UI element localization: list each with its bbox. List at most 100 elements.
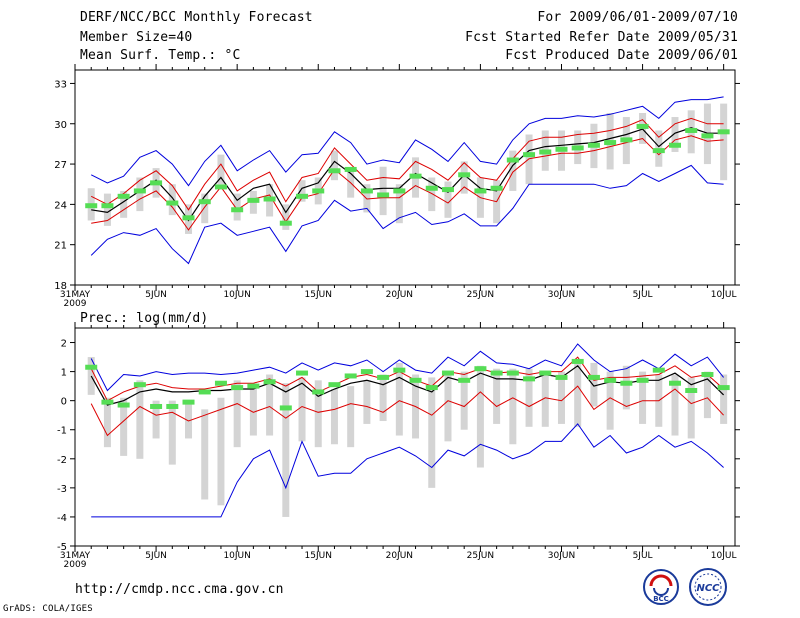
series-upper-bound	[90, 117, 724, 211]
obs-marker	[263, 196, 276, 202]
spread-box	[395, 184, 403, 224]
spread-box	[249, 383, 257, 436]
spread-box	[525, 368, 533, 427]
obs-marker	[328, 382, 341, 388]
spread-box	[428, 177, 436, 212]
obs-marker	[377, 374, 390, 380]
spread-box	[541, 371, 549, 427]
spread-box	[460, 371, 468, 430]
spread-box	[574, 362, 582, 427]
obs-marker	[425, 385, 438, 391]
spread-box	[444, 181, 452, 218]
obs-marker	[296, 370, 309, 376]
forecast-start-date: Fcst Started Refer Date 2009/05/31	[465, 30, 738, 45]
spread-box	[509, 368, 517, 445]
spread-box	[460, 161, 468, 194]
obs-marker	[409, 377, 422, 383]
obs-marker	[393, 188, 406, 194]
obs-marker	[214, 380, 227, 386]
obs-marker	[393, 367, 406, 373]
obs-marker	[312, 389, 325, 395]
x-tick-label: 5JUN	[145, 551, 167, 561]
x-tick-label: 31MAY	[60, 290, 91, 300]
obs-marker	[312, 188, 325, 194]
y-tick-label: 24	[54, 200, 67, 211]
series-lower-bound	[91, 135, 724, 231]
spread-box	[233, 193, 241, 221]
x-tick-label: 10JUL	[711, 551, 737, 561]
x-tick-label: 25JUN	[467, 551, 494, 561]
spread-box	[103, 397, 111, 448]
y-tick-label: -3	[57, 484, 67, 495]
x-tick-label: 15JUN	[305, 551, 332, 561]
obs-marker	[458, 172, 471, 178]
spread-box	[185, 400, 193, 439]
spread-box	[379, 166, 387, 216]
series-ensemble-max	[90, 96, 724, 187]
obs-marker	[523, 152, 536, 158]
series-ensemble-min	[91, 423, 724, 518]
spread-box	[217, 154, 225, 185]
obs-marker	[101, 399, 114, 405]
obs-marker	[604, 140, 617, 146]
x-tick-label: 5JUN	[145, 290, 167, 300]
obs-marker	[198, 389, 211, 395]
spread-box	[428, 377, 436, 488]
spread-box	[590, 362, 598, 407]
spread-box	[330, 389, 338, 445]
grads-credit: GrADS: COLA/IGES	[3, 604, 93, 614]
obs-marker	[571, 358, 584, 364]
obs-marker	[344, 166, 357, 172]
obs-marker	[85, 364, 98, 370]
obs-marker	[198, 199, 211, 205]
obs-marker	[344, 373, 357, 379]
series-ensemble-mean	[91, 127, 724, 222]
temp-panel-title: Mean Surf. Temp.: °C	[80, 48, 241, 63]
spread-box	[152, 400, 160, 439]
spread-box	[363, 380, 371, 424]
obs-marker	[117, 402, 130, 408]
obs-marker	[425, 185, 438, 191]
obs-marker	[701, 372, 714, 378]
x-tick-label: 5JUL	[633, 551, 653, 561]
obs-marker	[296, 193, 309, 199]
obs-marker	[458, 377, 471, 383]
obs-marker	[377, 192, 390, 198]
x-tick-label: 31MAY	[60, 551, 91, 561]
obs-marker	[441, 370, 454, 376]
obs-marker	[620, 380, 633, 386]
spread-box	[282, 204, 290, 230]
series-ensemble-mean	[90, 364, 725, 406]
obs-marker	[101, 203, 114, 209]
obs-marker	[555, 146, 568, 152]
spread-box	[120, 397, 128, 456]
obs-marker	[150, 180, 163, 186]
obs-marker	[182, 399, 195, 405]
spread-box	[298, 180, 306, 202]
obs-marker	[360, 188, 373, 194]
source-url: http://cmdp.ncc.cma.gov.cn	[75, 582, 284, 597]
spread-box	[622, 365, 630, 410]
x-tick-label: 30JUN	[548, 290, 575, 300]
x-tick-label: 20JUN	[386, 290, 413, 300]
bcc-logo: BCC	[643, 569, 679, 605]
obs-marker	[166, 200, 179, 206]
forecast-period: For 2009/06/01-2009/07/10	[537, 10, 738, 25]
spread-box	[201, 193, 209, 224]
y-tick-label: 2	[61, 339, 67, 350]
spread-box	[493, 368, 501, 424]
prec-panel-title: Prec.: log(mm/d)	[80, 311, 209, 326]
spread-box	[168, 184, 176, 216]
obs-marker	[279, 220, 292, 226]
spread-box	[136, 177, 144, 212]
spread-box	[720, 374, 728, 424]
x-tick-label: 25JUN	[467, 290, 494, 300]
chart-title: DERF/NCC/BCC Monthly Forecast	[80, 10, 313, 25]
spread-box	[476, 365, 484, 468]
y-tick-label: 30	[54, 120, 67, 131]
series-upper-bound	[90, 356, 724, 402]
spread-box	[217, 397, 225, 506]
obs-marker	[85, 203, 98, 209]
